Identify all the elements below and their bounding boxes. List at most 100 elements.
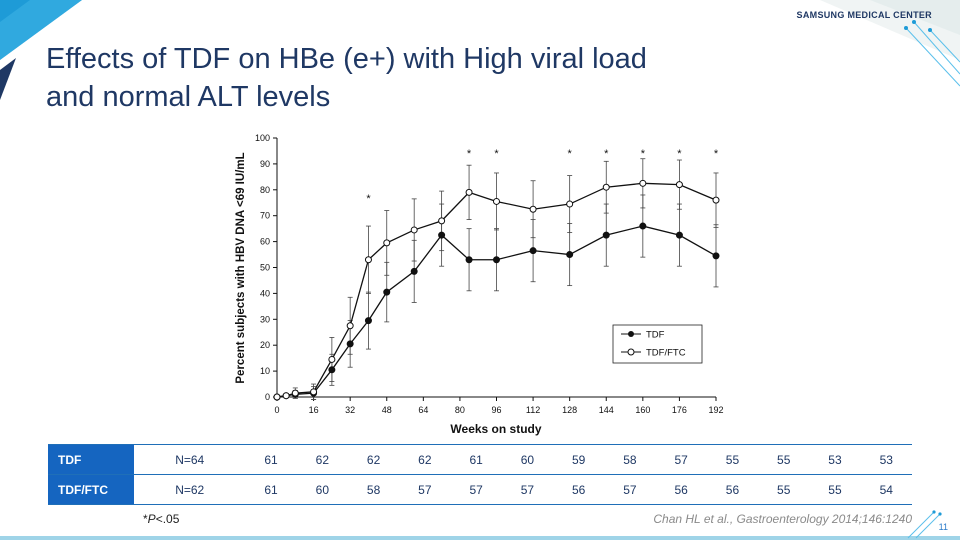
table-cell: 57 — [604, 474, 656, 505]
row-header: TDF/FTC — [48, 474, 134, 505]
x-tick-label: 160 — [635, 405, 650, 415]
table-cell: 57 — [501, 474, 554, 505]
table-cell: 54 — [860, 474, 912, 505]
title-line-2: and normal ALT levels — [46, 81, 331, 113]
y-tick-label: 20 — [260, 340, 270, 350]
footnote: *P<.05 — [143, 512, 180, 526]
y-tick-label: 80 — [260, 185, 270, 195]
corner-decoration-bottom-right — [907, 510, 942, 539]
x-tick-label: 128 — [562, 405, 577, 415]
series-points — [273, 179, 720, 401]
x-tick-label: 176 — [672, 405, 687, 415]
table-cell: 55 — [758, 474, 810, 505]
row-header: TDF — [48, 444, 134, 475]
x-axis-label: Weeks on study — [450, 422, 541, 436]
data-point-tdf — [410, 267, 418, 275]
table-cell: 62 — [399, 444, 451, 475]
citation: Chan HL et al., Gastroenterology 2014;14… — [653, 512, 912, 526]
corner-decoration-top-right — [820, 0, 960, 87]
data-point-tdf-ftc — [410, 226, 418, 234]
chart-legend: TDF TDF/FTC — [612, 324, 703, 364]
corner-decoration-top-left — [0, 0, 82, 100]
y-tick-label: 10 — [260, 366, 270, 376]
page-number: 11 — [938, 522, 948, 532]
table-row: TDF/FTC N=62 61 60 58 57 57 57 56 57 56 56 55 55 54 — [48, 474, 912, 505]
data-point-tdf — [364, 317, 372, 325]
table-cell: N=64 — [134, 444, 246, 475]
legend-marker-tdf — [628, 331, 634, 337]
data-point-tdf-ftc — [438, 217, 446, 225]
data-point-tdf — [493, 256, 500, 264]
bottom-accent-bar — [0, 536, 960, 540]
data-point-tdf-ftc — [602, 183, 610, 191]
data-point-tdf — [602, 231, 610, 239]
data-point-tdf — [675, 231, 683, 239]
data-point-tdf — [438, 231, 446, 239]
chart-axes: 0 10 20 30 40 50 60 70 80 90 100 0 16 32 48 64 80 96 112 12… — [255, 133, 724, 415]
legend-label-tdf-ftc: TDF/FTC — [646, 348, 686, 359]
patients-at-risk-table: TDF N=64 61 62 62 62 61 60 59 58 57 55 55 53 53 TDF/FTC… — [48, 444, 912, 505]
table-cell: 58 — [347, 474, 400, 505]
table-cell: 53 — [860, 444, 912, 475]
table-cell: 56 — [706, 474, 759, 505]
legend-label-tdf: TDF — [646, 330, 665, 341]
x-tick-label: 16 — [309, 405, 319, 415]
data-point-tdf-ftc — [328, 355, 336, 363]
table-cell: 59 — [553, 444, 605, 475]
significance-markers: * * * * * * * * — [366, 148, 719, 205]
data-point-tdf — [383, 288, 391, 296]
table-cell: 61 — [245, 444, 297, 475]
significance-star: * — [568, 148, 573, 160]
y-tick-label: 90 — [260, 159, 270, 169]
significance-star: * — [467, 148, 472, 160]
table-row: TDF N=64 61 62 62 62 61 60 59 58 57 55 55 53 53 — [48, 444, 912, 475]
data-point-tdf — [566, 251, 574, 259]
table-cell: 56 — [553, 474, 605, 505]
data-point-tdf — [465, 256, 473, 264]
data-point-tdf-ftc — [310, 388, 318, 396]
data-point-tdf-ftc — [291, 389, 299, 397]
data-point-tdf-ftc — [364, 256, 372, 264]
data-point-tdf-ftc — [465, 188, 473, 196]
x-tick-label: 192 — [708, 405, 723, 415]
table-cell: 61 — [245, 474, 297, 505]
y-tick-label: 70 — [260, 211, 270, 221]
error-bars — [283, 158, 719, 400]
significance-star: * — [366, 193, 371, 205]
x-tick-label: 48 — [382, 405, 392, 415]
data-point-tdf — [639, 222, 647, 230]
x-tick-label: 112 — [526, 405, 540, 415]
x-tick-label: 32 — [345, 405, 355, 415]
significance-star: * — [714, 148, 719, 160]
x-tick-label: 144 — [599, 405, 614, 415]
table-cell: 58 — [604, 444, 656, 475]
data-point-tdf-ftc — [383, 239, 391, 247]
data-point-tdf-ftc — [566, 200, 574, 208]
table-cell: 55 — [758, 444, 810, 475]
data-point-tdf-ftc — [529, 205, 537, 213]
table-cell: 62 — [296, 444, 348, 475]
y-axis-label: Percent subjects with HBV DNA <69 IU/mL — [235, 152, 247, 383]
data-point-tdf — [346, 340, 354, 348]
table-cell: 57 — [655, 444, 707, 475]
x-tick-label: 80 — [455, 405, 465, 415]
table-cell: 61 — [450, 444, 502, 475]
table-cell: 55 — [706, 444, 759, 475]
table-cell: 56 — [655, 474, 707, 505]
table-cell: 57 — [399, 474, 451, 505]
table-cell: N=62 — [134, 474, 246, 505]
data-point-tdf-ftc — [712, 196, 720, 204]
data-point-tdf-ftc — [273, 393, 281, 401]
data-point-tdf — [328, 366, 336, 374]
data-point-tdf — [529, 247, 537, 255]
y-tick-label: 40 — [260, 288, 270, 298]
x-tick-label: 96 — [491, 405, 501, 415]
data-point-tdf-ftc — [282, 392, 290, 400]
slide-title: Effects of TDF on HBe (e+) with High vir… — [46, 40, 806, 116]
table-cell: 60 — [296, 474, 348, 505]
table-cell: 60 — [501, 444, 554, 475]
data-point-tdf — [712, 252, 720, 260]
table-cell: 55 — [809, 474, 861, 505]
legend-box — [612, 324, 703, 364]
